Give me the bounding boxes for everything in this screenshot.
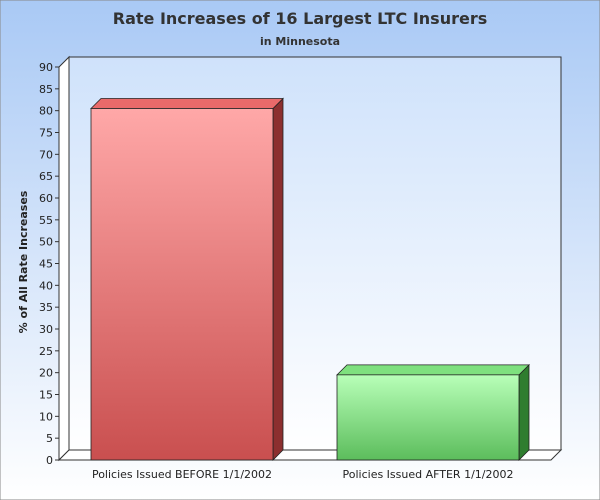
chart-title: Rate Increases of 16 Largest LTC Insurer… [113, 9, 488, 28]
y-tick-label: 75 [39, 127, 53, 140]
plot-left-wall [58, 55, 70, 462]
bar-top-face [336, 364, 530, 376]
y-tick-label: 55 [39, 214, 53, 227]
chart-subtitle: in Minnesota [260, 35, 340, 48]
bar-side-face [518, 363, 530, 461]
y-tick-label: 60 [39, 192, 53, 205]
y-axis-title: % of All Rate Increases [17, 190, 30, 333]
y-tick-label: 65 [39, 170, 53, 183]
y-tick-label: 90 [39, 61, 53, 74]
y-tick-label: 80 [39, 105, 53, 118]
bar-side-face [272, 97, 284, 461]
y-tick-label: 35 [39, 301, 53, 314]
bar-top-face [90, 98, 284, 109]
bar-2 [336, 363, 530, 461]
y-tick-label: 85 [39, 83, 53, 96]
bar-front-face [90, 108, 274, 461]
bar-1 [90, 97, 284, 461]
y-tick-label: 50 [39, 236, 53, 249]
y-tick-label: 25 [39, 345, 53, 358]
y-tick-label: 70 [39, 148, 53, 161]
y-tick-label: 10 [39, 410, 53, 423]
x-axis-categories: Policies Issued BEFORE 1/1/2002 Policies … [92, 468, 514, 481]
x-category-label: Policies Issued BEFORE 1/1/2002 [92, 468, 272, 481]
y-tick-label: 20 [39, 367, 53, 380]
bar-front-face [336, 374, 520, 461]
y-tick-label: 30 [39, 323, 53, 336]
y-axis-ticks: 0 5 10 15 20 25 30 35 40 45 50 55 60 65 70 75 80 85 90 [39, 61, 59, 467]
y-tick-label: 45 [39, 258, 53, 271]
y-tick-label: 5 [46, 432, 53, 445]
y-tick-label: 15 [39, 389, 53, 402]
bars [90, 97, 530, 461]
y-tick-label: 40 [39, 279, 53, 292]
y-tick-label: 0 [46, 454, 53, 467]
x-category-label: Policies Issued AFTER 1/1/2002 [343, 468, 514, 481]
